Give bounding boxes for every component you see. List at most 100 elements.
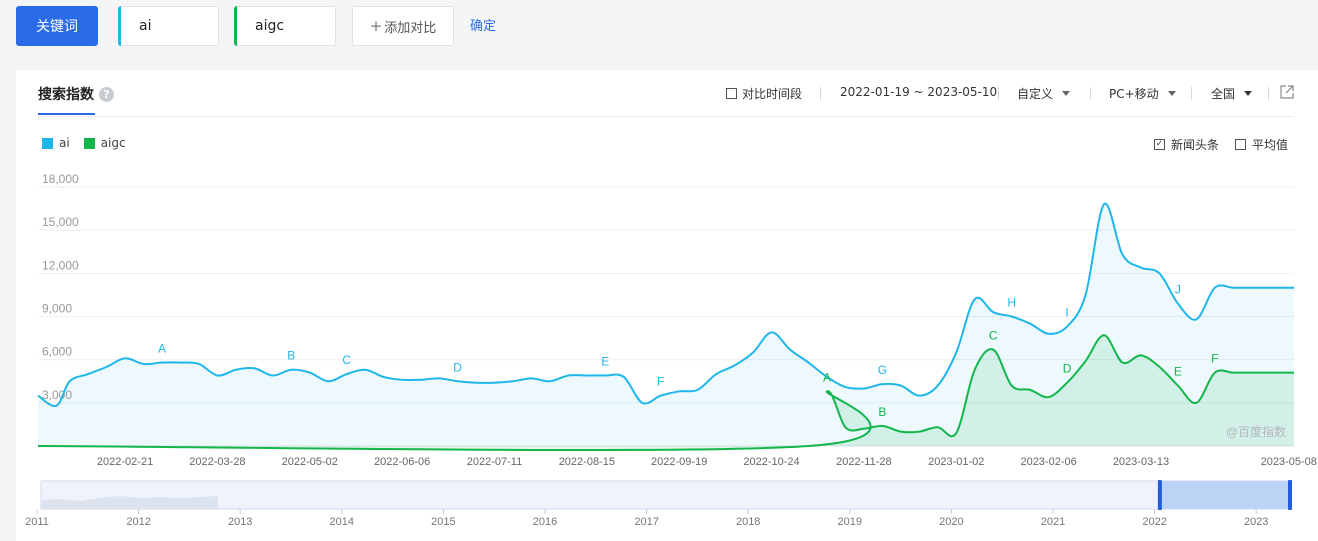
device-label: PC+移动 xyxy=(1109,87,1159,101)
compare-period-label: 对比时间段 xyxy=(742,87,803,101)
term-color-bar xyxy=(118,6,121,46)
x-tick-label: 2022-10-24 xyxy=(743,456,799,468)
divider xyxy=(1268,87,1269,100)
chevron-down-icon xyxy=(1167,91,1176,96)
header-divider xyxy=(38,116,1294,117)
series-line-ai xyxy=(37,202,1294,408)
news-headlines-checkbox[interactable]: ✓ xyxy=(1154,139,1165,150)
chart-grid xyxy=(38,186,1294,447)
peak-label: I xyxy=(1065,306,1068,320)
average-label: 平均值 xyxy=(1252,138,1289,152)
x-tick-label: 2022-03-28 xyxy=(189,456,245,468)
term-label: aigc xyxy=(255,18,285,34)
y-tick-label: 9,000 xyxy=(42,302,72,316)
peak-label: E xyxy=(1174,365,1182,379)
y-tick-label: 12,000 xyxy=(42,258,79,272)
legend-label: aigc xyxy=(100,136,126,150)
news-headlines-toggle[interactable]: ✓ 新闻头条 xyxy=(1154,136,1219,153)
y-tick-label: 15,000 xyxy=(42,215,79,229)
legend-label: ai xyxy=(59,136,70,150)
custom-label: 自定义 xyxy=(1017,87,1054,101)
keyword-button[interactable]: 关键词 xyxy=(16,6,98,46)
year-label: 2016 xyxy=(533,516,557,528)
tab-label: 搜索指数 xyxy=(38,87,94,103)
x-tick-label: 2022-07-11 xyxy=(467,456,522,468)
watermark-text: @百度指数 xyxy=(1226,424,1286,439)
timeline-overview[interactable] xyxy=(40,480,1292,510)
compare-period-checkbox[interactable] xyxy=(726,88,737,99)
peak-label: A xyxy=(158,342,166,356)
x-tick-label: 2022-08-15 xyxy=(559,456,615,468)
y-tick-label: 18,000 xyxy=(42,172,79,186)
external-link-icon[interactable] xyxy=(1280,85,1294,99)
timeline-selected-range[interactable] xyxy=(1159,481,1290,509)
peak-label: C xyxy=(342,353,351,367)
term-label: ai xyxy=(139,18,152,34)
peak-labels: A B C D E F G H I J A B C D E F xyxy=(158,283,1219,419)
x-tick-label: 2022-02-21 xyxy=(97,456,153,468)
search-index-panel: 搜索指数 ? 对比时间段 2022-01-19 ~ 2023-05-10 自定义… xyxy=(16,70,1318,541)
compare-period-toggle[interactable]: 对比时间段 xyxy=(726,85,802,102)
series-area-aigc xyxy=(38,335,1294,451)
x-tick-label: 2023-03-13 xyxy=(1113,456,1169,468)
year-label: 2015 xyxy=(431,516,455,528)
x-tick-label: 2022-11-28 xyxy=(836,456,891,468)
divider xyxy=(1090,87,1091,100)
timeline-handle[interactable] xyxy=(1288,480,1292,510)
year-label: 2020 xyxy=(939,516,963,528)
chart-series xyxy=(37,202,1294,452)
news-headlines-label: 新闻头条 xyxy=(1171,138,1220,152)
region-label: 全国 xyxy=(1211,87,1236,101)
x-tick-label: 2022-09-19 xyxy=(651,456,707,468)
region-dropdown[interactable]: 全国 xyxy=(1211,85,1253,102)
x-tick-label: 2023-01-02 xyxy=(928,456,984,468)
peak-label: F xyxy=(1211,352,1218,366)
timeline-selection xyxy=(1157,480,1292,510)
year-label: 2023 xyxy=(1244,516,1268,528)
peak-label: A xyxy=(823,370,831,384)
average-toggle[interactable]: 平均值 xyxy=(1235,136,1288,153)
peak-label: B xyxy=(878,405,886,419)
add-compare-button[interactable]: + 添加对比 xyxy=(352,6,454,46)
peak-label: F xyxy=(657,375,664,389)
plus-icon: + xyxy=(369,17,383,35)
peak-label: C xyxy=(989,329,998,343)
device-dropdown[interactable]: PC+移动 xyxy=(1109,85,1176,102)
legend-item-ai[interactable]: ai xyxy=(42,136,70,150)
custom-dropdown[interactable]: 自定义 xyxy=(1017,85,1071,102)
peak-label: E xyxy=(601,354,609,368)
timeline-year-labels: 2011 2012 2013 2014 2015 2016 2017 2018 2019 2020… xyxy=(25,509,1268,528)
year-label: 2013 xyxy=(228,516,252,528)
legend-item-aigc[interactable]: aigc xyxy=(83,136,126,150)
average-checkbox[interactable] xyxy=(1235,139,1246,150)
series-area-ai xyxy=(38,203,1294,446)
date-range-picker[interactable]: 2022-01-19 ~ 2023-05-10 xyxy=(840,85,997,99)
series-line-aigc xyxy=(37,334,1294,452)
legend-swatch xyxy=(83,137,95,149)
term-color-bar xyxy=(234,6,237,46)
timeline-handle[interactable] xyxy=(1157,480,1162,510)
search-term-ai[interactable]: ai xyxy=(118,6,219,46)
confirm-link[interactable]: 确定 xyxy=(470,19,497,34)
chevron-down-icon xyxy=(1062,91,1071,96)
year-label: 2012 xyxy=(126,516,150,528)
tab-search-index[interactable]: 搜索指数 ? xyxy=(38,84,114,104)
year-label: 2017 xyxy=(634,516,658,528)
help-icon[interactable]: ? xyxy=(99,86,114,102)
overview-trend xyxy=(41,496,218,509)
year-label: 2021 xyxy=(1041,516,1065,528)
peak-label: D xyxy=(453,360,462,374)
year-label: 2022 xyxy=(1142,516,1166,528)
peak-label: G xyxy=(878,363,887,377)
search-term-aigc[interactable]: aigc xyxy=(234,6,336,46)
divider xyxy=(998,87,999,100)
divider xyxy=(1191,87,1192,100)
divider xyxy=(820,87,821,100)
active-tab-indicator xyxy=(38,113,95,115)
x-axis-ticks: 2022-02-21 2022-03-28 2022-05-02 2022-06-06… xyxy=(97,456,1317,468)
peak-label: H xyxy=(1007,296,1016,310)
x-tick-label: 2023-02-06 xyxy=(1020,456,1076,468)
date-range-text: 2022-01-19 ~ 2023-05-10 xyxy=(840,85,998,99)
